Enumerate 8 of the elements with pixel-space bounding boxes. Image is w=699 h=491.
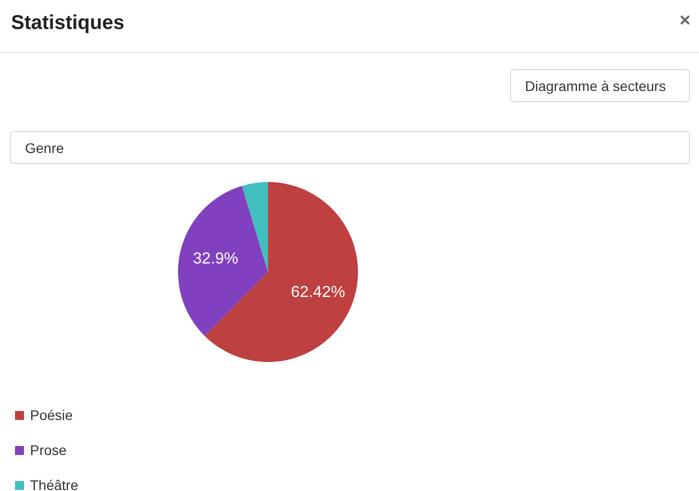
legend-label: Poésie [30,407,73,423]
chart-title: Statistiques [11,12,124,35]
legend-label: Prose [30,442,67,458]
data-label: 32.9% [192,250,238,268]
data-label: 62.42% [290,284,346,301]
legend-label: Théâtre [30,477,78,491]
text: Genre [10,131,690,164]
text: Diagramme à secteurs [510,69,690,102]
